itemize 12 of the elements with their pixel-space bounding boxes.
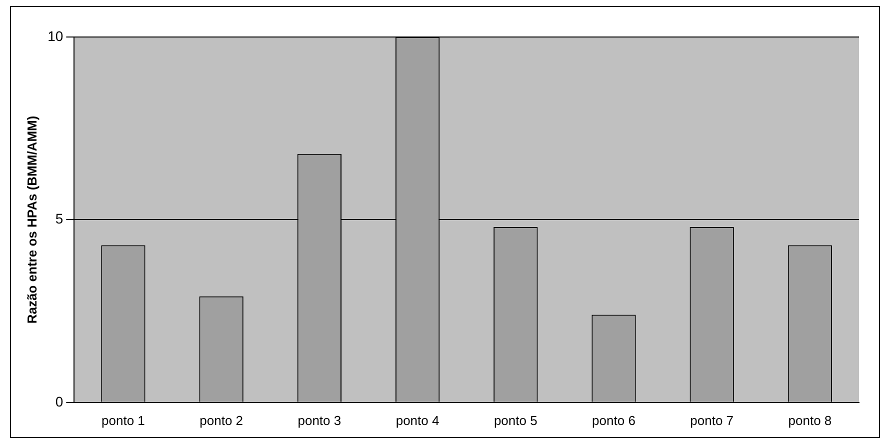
y-tick-label: 10 xyxy=(48,28,64,44)
x-tick-label: ponto 2 xyxy=(200,412,244,428)
x-tick-label: ponto 1 xyxy=(102,412,145,428)
x-tick-label: ponto 7 xyxy=(690,412,734,428)
y-tick-label: 0 xyxy=(55,393,64,410)
x-tick-label: ponto 4 xyxy=(396,412,440,428)
x-tick-label: ponto 6 xyxy=(592,412,636,428)
y-tick-label: 5 xyxy=(55,210,64,227)
x-tick-label: ponto 8 xyxy=(788,412,832,428)
y-axis-title: Razão entre os HPAs (BMM/AMM) xyxy=(24,116,40,324)
x-tick-label: ponto 5 xyxy=(494,412,538,428)
x-tick-label: ponto 3 xyxy=(298,412,342,428)
